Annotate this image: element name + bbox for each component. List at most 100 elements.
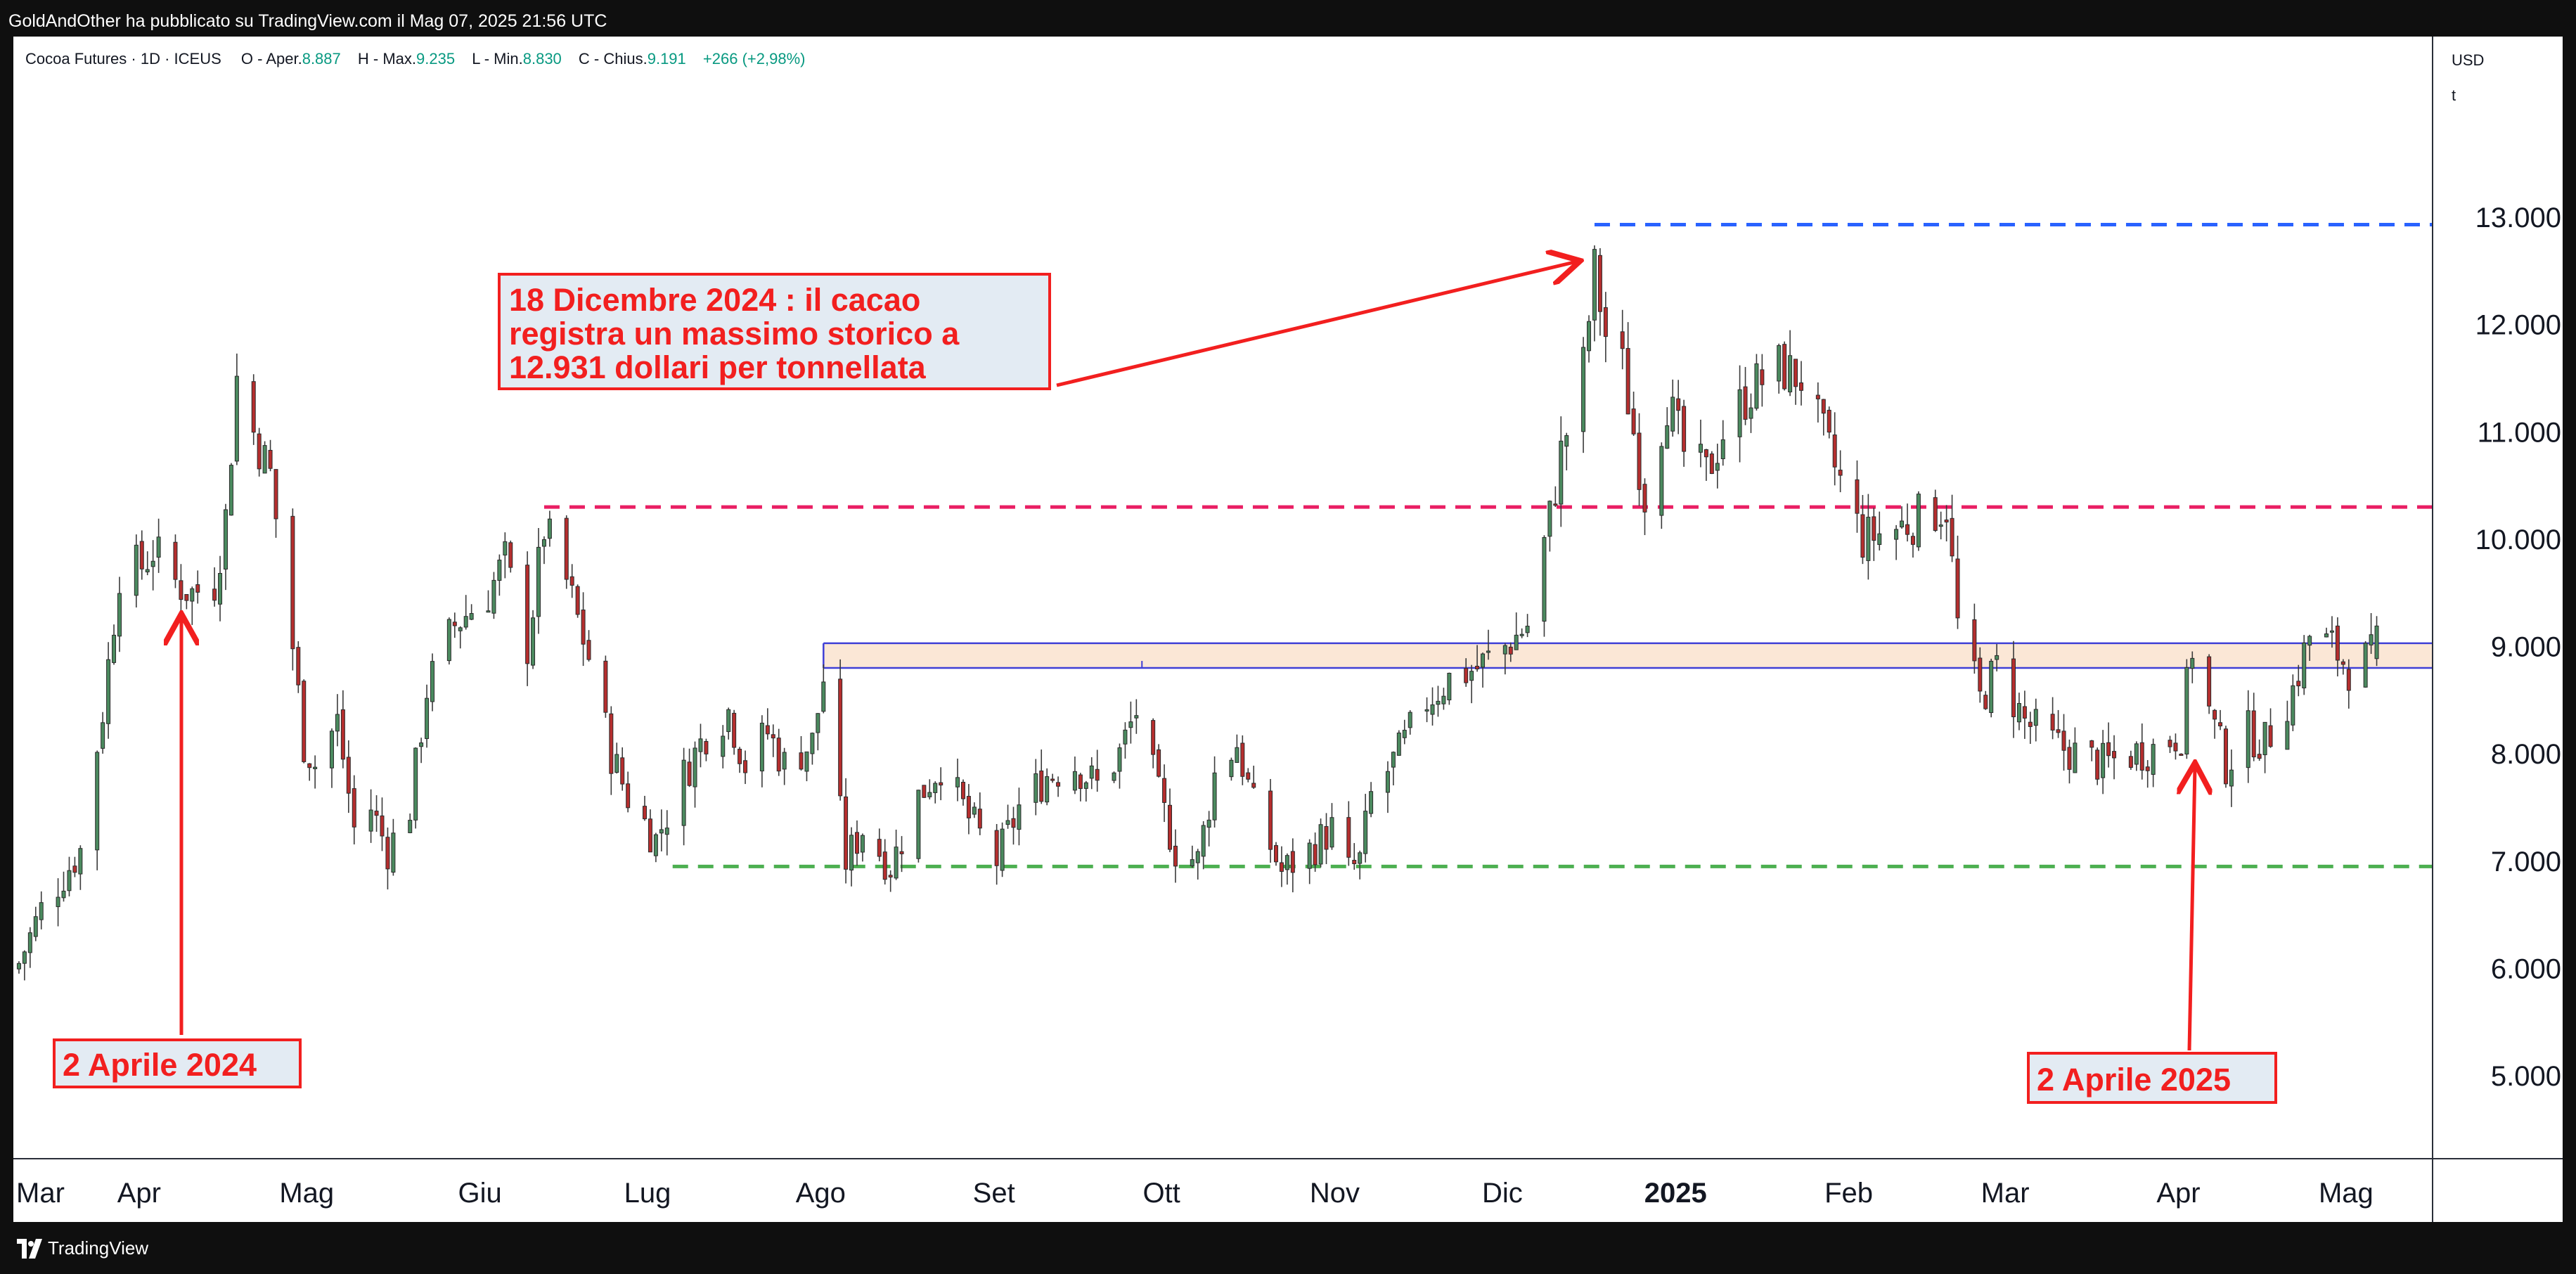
candle-up <box>1481 653 1486 668</box>
consolidation-zone <box>823 643 2433 669</box>
candle-up <box>1363 811 1368 854</box>
annotation-april-2025[interactable]: 2 Aprile 2025 <box>2027 766 2277 1104</box>
candlestick-chart[interactable]: 5.000 6.000 7.000 8.000 9.000 10.000 11.000 12.… <box>0 0 2576 1222</box>
candle-down <box>385 837 390 870</box>
candle-up <box>1201 825 1206 857</box>
candle-up <box>653 834 658 856</box>
candle-up <box>1749 407 1753 419</box>
price-tick-label: 12.000 <box>2475 310 2561 341</box>
candle-up <box>1089 765 1094 779</box>
candle-down <box>2095 749 2100 780</box>
candle-down <box>307 763 312 768</box>
candle-down <box>257 433 262 470</box>
candle-down <box>2112 751 2117 759</box>
candle-up <box>541 539 546 547</box>
candle-up <box>430 661 435 702</box>
candle-down <box>1279 862 1284 872</box>
candle-up <box>16 963 21 970</box>
candle-up <box>955 777 960 787</box>
candle-down <box>1910 536 1915 545</box>
candle-down <box>346 757 351 794</box>
candle-down <box>2207 656 2212 707</box>
candle-up <box>368 809 373 832</box>
candle-up <box>2229 769 2234 787</box>
candle-up <box>150 560 155 567</box>
candle-up <box>1592 249 1597 321</box>
candle-up <box>1866 517 1871 561</box>
candle-up <box>2151 744 2156 775</box>
candle-up <box>413 747 418 821</box>
candle-up <box>463 616 468 628</box>
candle-down <box>1168 804 1173 850</box>
candle-down <box>1157 749 1161 777</box>
candle-up <box>95 752 100 851</box>
candle-down <box>2106 742 2111 757</box>
price-tick-label: 7.000 <box>2491 847 2561 877</box>
candle-up <box>1436 700 1441 705</box>
candle-down <box>195 584 200 593</box>
candle-up <box>894 847 899 879</box>
candle-down <box>212 588 217 601</box>
candle-up <box>218 572 223 605</box>
candle-down <box>648 818 652 853</box>
candle-up <box>1447 672 1452 700</box>
candle-up <box>39 902 44 920</box>
price-axis-unit: t <box>2452 86 2456 104</box>
annotation-record-high-line-2: registra un massimo storico a <box>509 316 960 352</box>
candle-up <box>1877 533 1882 545</box>
candle-up <box>2134 743 2139 765</box>
candle-up <box>1307 842 1312 869</box>
candle-up <box>2291 685 2295 726</box>
candle-up <box>547 518 552 539</box>
candle-down <box>2067 747 2072 770</box>
price-axis[interactable]: 5.000 6.000 7.000 8.000 9.000 10.000 11.000 12.… <box>2475 202 2561 1092</box>
candle-up <box>1195 851 1200 863</box>
candle-up <box>2033 709 2038 726</box>
candle-down <box>581 609 586 645</box>
candle-up <box>1670 397 1675 432</box>
time-tick-label: Set <box>973 1178 1015 1209</box>
candle-down <box>732 712 737 748</box>
candle-down <box>569 576 574 586</box>
tradingview-logo[interactable]: TradingView <box>15 1237 148 1259</box>
annotation-april-2024[interactable]: 2 Aprile 2024 <box>53 617 302 1088</box>
time-tick-label: Apr <box>117 1178 161 1209</box>
candle-down <box>1821 399 1826 414</box>
candle-down <box>1855 479 1860 514</box>
candle-down <box>1050 778 1055 781</box>
candle-up <box>664 828 669 835</box>
legend-open-label: O - Aper. <box>241 50 302 67</box>
chart-frame[interactable] <box>13 37 2563 1222</box>
candle-down <box>268 449 273 469</box>
candle-up <box>2262 721 2267 756</box>
candle-down <box>626 783 631 809</box>
candle-down <box>1978 657 1983 692</box>
tradingview-brand: TradingView <box>48 1237 149 1259</box>
candle-down <box>1313 844 1318 866</box>
candle-up <box>408 820 413 833</box>
time-tick-label: Lug <box>624 1178 671 1209</box>
annotation-record-high[interactable]: 18 Dicembre 2024 : il cacao registra un … <box>498 262 1577 390</box>
candle-up <box>2374 625 2379 659</box>
legend-change: +266 (+2,98%) <box>703 50 806 67</box>
candle-down <box>994 830 999 866</box>
candle-up <box>117 593 122 637</box>
legend-open-value: 8.887 <box>302 50 341 67</box>
legend-close-value: 9.191 <box>648 50 686 67</box>
time-tick-label: Feb <box>1824 1178 1873 1209</box>
candle-up <box>2302 642 2307 688</box>
candle-up <box>491 579 496 614</box>
candle-down <box>738 748 742 764</box>
candles-layer <box>16 245 2379 981</box>
price-axis-currency[interactable]: USD <box>2452 51 2484 69</box>
candle-down <box>1603 307 1608 337</box>
candle-down <box>340 709 345 760</box>
candle-up <box>1134 715 1139 719</box>
candle-up <box>223 509 228 570</box>
candle-down <box>2028 721 2033 727</box>
price-tick-label: 13.000 <box>2475 202 2561 233</box>
annotation-april-2024-label: 2 Aprile 2024 <box>63 1047 257 1083</box>
candle-up <box>972 806 977 815</box>
candle-up <box>1329 817 1334 848</box>
time-axis[interactable]: Mar Apr Mag Giu Lug Ago Set Ott Nov Dic 2025 Feb Mar… <box>16 1178 2374 1209</box>
